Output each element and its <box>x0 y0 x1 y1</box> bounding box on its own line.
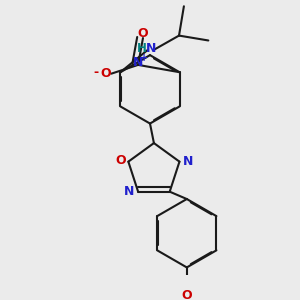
Text: O: O <box>138 27 148 40</box>
Text: O: O <box>100 67 111 80</box>
Text: N: N <box>146 42 156 55</box>
Text: +: + <box>140 52 148 63</box>
Text: N: N <box>124 185 134 198</box>
Text: O: O <box>115 154 126 167</box>
Text: N: N <box>133 56 143 69</box>
Text: H: H <box>136 42 146 55</box>
Text: N: N <box>183 155 194 168</box>
Text: -: - <box>93 66 98 79</box>
Text: O: O <box>182 289 192 300</box>
